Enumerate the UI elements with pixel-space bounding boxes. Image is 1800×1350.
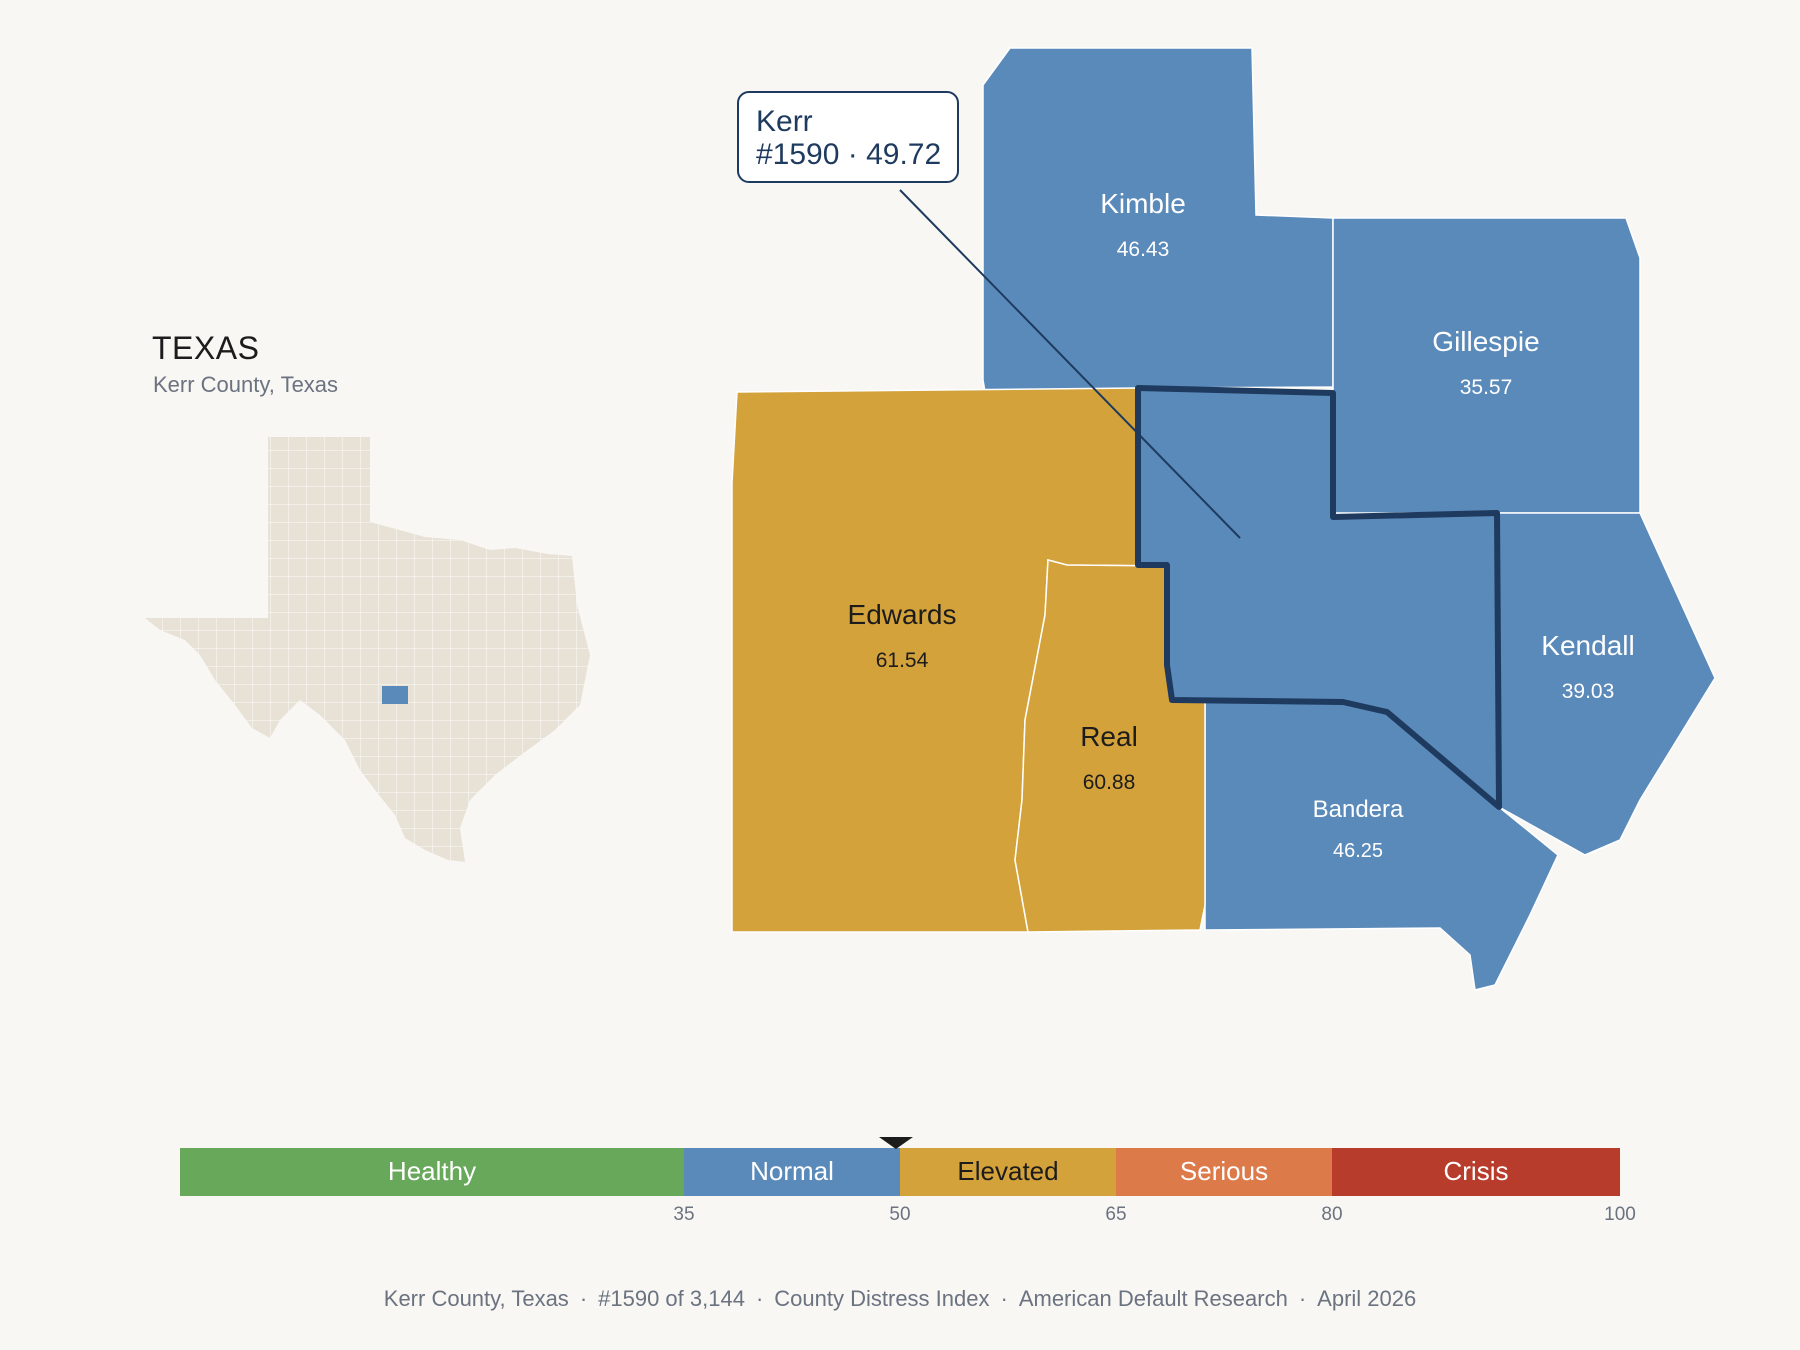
county-kendall[interactable]: [1496, 512, 1716, 856]
county-label-edwards: Edwards: [848, 599, 957, 630]
kerr-locator-highlight: [382, 686, 408, 704]
county-label-real: Real: [1080, 721, 1138, 752]
county-label-gillespie: Gillespie: [1432, 326, 1539, 357]
county-callout: Kerr #1590 · 49.72: [737, 91, 959, 183]
legend-segment-crisis: [1332, 1148, 1620, 1196]
legend-label-elevated: Elevated: [957, 1156, 1058, 1186]
callout-rank-value: #1590 · 49.72: [756, 138, 942, 171]
footer-item-county: Kerr County, Texas: [383, 1286, 569, 1311]
legend-label-healthy: Healthy: [388, 1156, 476, 1186]
county-value-bandera: 46.25: [1333, 840, 1383, 862]
legend-tick-35: 35: [673, 1204, 694, 1225]
county-value-gillespie: 35.57: [1460, 376, 1513, 399]
legend-value-marker: [878, 1137, 913, 1149]
legend-label-normal: Normal: [750, 1156, 834, 1186]
texas-locator-map: [145, 437, 590, 862]
legend-tick-65: 65: [1105, 1204, 1126, 1225]
footer-item-date: April 2026: [1317, 1286, 1417, 1311]
footer-source-line: Kerr County, Texas · #1590 of 3,144 · County…: [383, 1286, 1417, 1311]
legend-segment-serious: [1116, 1148, 1332, 1196]
footer-item-index: County Distress Index: [774, 1286, 990, 1311]
county-kerr[interactable]: [1135, 385, 1502, 810]
legend-label-crisis: Crisis: [1444, 1156, 1509, 1186]
callout-county-name: Kerr: [756, 105, 813, 138]
footer-item-rank: #1590 of 3,144: [598, 1286, 745, 1311]
legend-label-serious: Serious: [1180, 1156, 1268, 1186]
legend-segment-normal: [684, 1148, 900, 1196]
county-label-kendall: Kendall: [1541, 630, 1634, 661]
footer-item-source: American Default Research: [1018, 1286, 1288, 1311]
callout-leader-line: [899, 189, 1241, 539]
legend-segment-healthy: [180, 1148, 684, 1196]
legend-tick-100: 100: [1604, 1204, 1636, 1225]
state-subtitle: Kerr County, Texas: [153, 372, 339, 397]
county-value-kimble: 46.43: [1117, 238, 1170, 261]
legend-tick-50: 50: [889, 1204, 910, 1225]
county-value-real: 60.88: [1083, 771, 1136, 794]
state-title: TEXAS: [152, 330, 260, 366]
county-label-kimble: Kimble: [1100, 188, 1186, 219]
legend-segment-elevated: [900, 1148, 1116, 1196]
county-label-bandera: Bandera: [1313, 796, 1404, 823]
county-value-edwards: 61.54: [876, 649, 929, 672]
county-value-kendall: 39.03: [1562, 680, 1615, 703]
legend-tick-80: 80: [1321, 1204, 1342, 1225]
